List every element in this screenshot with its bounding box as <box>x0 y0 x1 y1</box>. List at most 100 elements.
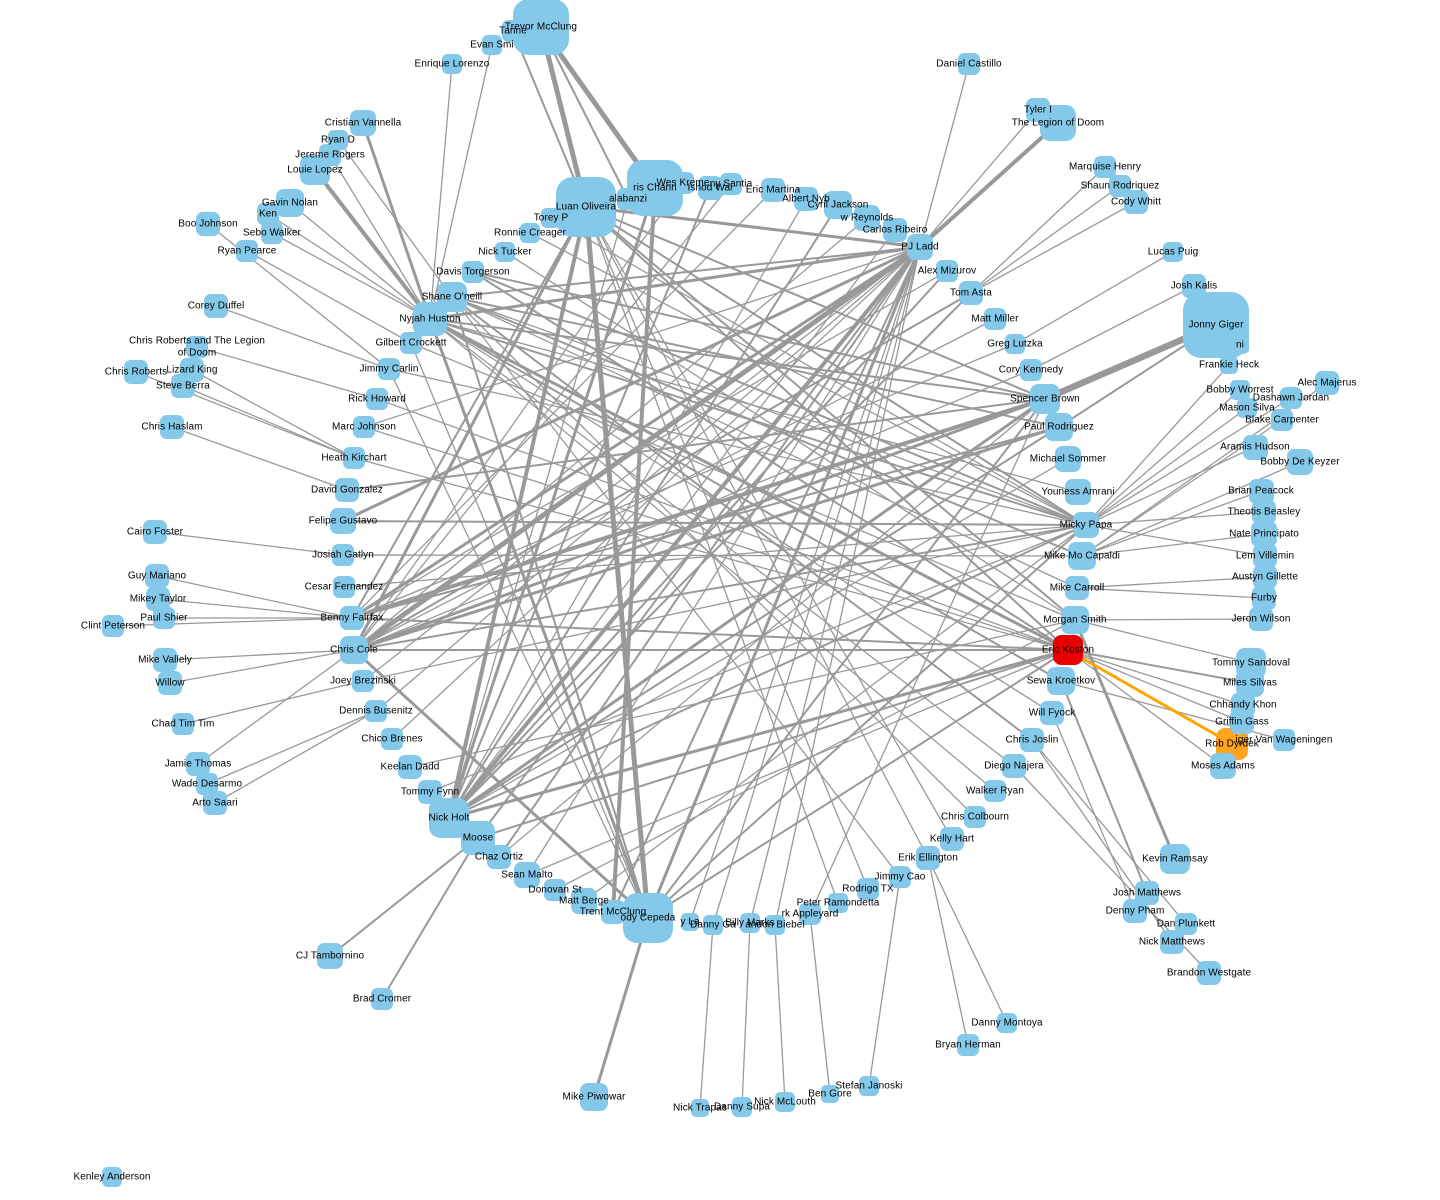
graph-node[interactable] <box>1040 701 1064 725</box>
graph-node[interactable] <box>601 900 625 924</box>
graph-node[interactable] <box>732 1097 752 1117</box>
graph-node[interactable] <box>153 607 175 629</box>
graph-node[interactable] <box>102 1167 122 1187</box>
graph-node[interactable] <box>333 576 355 598</box>
graph-node[interactable] <box>984 780 1006 802</box>
graph-node[interactable] <box>889 866 911 888</box>
graph-node[interactable] <box>1210 753 1236 779</box>
graph-node[interactable] <box>171 374 195 398</box>
graph-node[interactable] <box>145 564 169 588</box>
graph-node[interactable] <box>681 913 699 931</box>
graph-node[interactable] <box>799 903 821 925</box>
graph-node[interactable] <box>859 1076 879 1096</box>
graph-node[interactable] <box>300 155 330 185</box>
graph-node[interactable] <box>203 791 227 815</box>
graph-node[interactable] <box>1055 446 1081 472</box>
graph-node[interactable] <box>1061 606 1089 634</box>
graph-node[interactable] <box>775 1092 795 1112</box>
graph-node[interactable] <box>761 178 785 202</box>
graph-node[interactable] <box>153 648 177 672</box>
graph-node[interactable] <box>720 173 742 195</box>
graph-node[interactable] <box>1045 413 1073 441</box>
graph-node[interactable] <box>378 358 400 380</box>
graph-node[interactable] <box>1183 292 1249 358</box>
graph-node[interactable] <box>1251 521 1277 547</box>
graph-node[interactable] <box>1020 728 1044 752</box>
graph-node[interactable] <box>1242 434 1268 460</box>
graph-node[interactable] <box>580 1083 608 1111</box>
graph-node[interactable] <box>958 53 980 75</box>
graph-node[interactable] <box>340 636 368 664</box>
graph-node[interactable] <box>765 915 785 935</box>
graph-node[interactable] <box>957 1034 979 1056</box>
graph-node[interactable] <box>520 223 540 243</box>
graph-node[interactable] <box>513 0 569 55</box>
graph-node[interactable] <box>1160 930 1184 954</box>
graph-node[interactable] <box>429 798 469 838</box>
graph-node[interactable] <box>740 913 760 933</box>
graph-node[interactable] <box>1047 667 1075 695</box>
graph-node[interactable] <box>102 615 124 637</box>
graph-node[interactable] <box>627 160 683 216</box>
graph-node[interactable] <box>1030 384 1060 414</box>
graph-node[interactable] <box>1123 899 1147 923</box>
graph-node[interactable] <box>1220 356 1238 374</box>
graph-node[interactable] <box>143 520 167 544</box>
graph-node[interactable] <box>1002 754 1026 778</box>
graph-node[interactable] <box>186 336 208 358</box>
graph-node[interactable] <box>1065 576 1089 600</box>
graph-node[interactable] <box>1073 512 1099 538</box>
graph-node[interactable] <box>124 360 148 384</box>
graph-node[interactable] <box>352 670 374 692</box>
graph-node[interactable] <box>350 110 376 136</box>
graph-node[interactable] <box>335 478 359 502</box>
graph-node[interactable] <box>1248 478 1274 504</box>
graph-node[interactable] <box>1236 669 1264 697</box>
graph-node[interactable] <box>261 222 283 244</box>
graph-node[interactable] <box>1252 586 1276 610</box>
graph-node[interactable] <box>1163 242 1183 262</box>
graph-node[interactable] <box>186 752 210 776</box>
graph-node[interactable] <box>1175 913 1197 935</box>
graph-node[interactable] <box>883 218 907 242</box>
graph-node[interactable] <box>544 879 566 901</box>
graph-node[interactable] <box>1273 729 1295 751</box>
graph-node[interactable] <box>907 234 933 260</box>
graph-node[interactable] <box>276 189 304 217</box>
graph-node[interactable] <box>353 416 375 438</box>
graph-node[interactable] <box>514 862 540 888</box>
graph-node[interactable] <box>794 187 818 211</box>
graph-node[interactable] <box>1094 156 1116 178</box>
graph-node[interactable] <box>371 988 393 1010</box>
graph-node[interactable] <box>1280 387 1302 409</box>
graph-node[interactable] <box>418 780 442 804</box>
graph-node[interactable] <box>462 261 484 283</box>
graph-node[interactable] <box>936 260 958 282</box>
graph-node[interactable] <box>828 893 848 913</box>
graph-node[interactable] <box>1005 334 1025 354</box>
graph-node[interactable] <box>691 1099 709 1117</box>
graph-node[interactable] <box>916 846 940 870</box>
graph-node[interactable] <box>317 943 343 969</box>
graph-node[interactable] <box>1065 479 1091 505</box>
graph-node[interactable] <box>204 294 228 318</box>
graph-node[interactable] <box>400 332 422 354</box>
graph-node[interactable] <box>495 242 515 262</box>
graph-node[interactable] <box>940 827 964 851</box>
graph-node[interactable] <box>1230 710 1254 734</box>
graph-node[interactable] <box>1230 380 1250 400</box>
graph-node[interactable] <box>158 671 182 695</box>
graph-node[interactable] <box>1237 398 1257 418</box>
graph-node[interactable] <box>330 508 356 534</box>
graph-node[interactable] <box>821 1085 839 1103</box>
graph-node[interactable] <box>1315 371 1339 395</box>
graph-node[interactable] <box>381 728 403 750</box>
graph-node[interactable] <box>257 203 279 225</box>
graph-node[interactable] <box>366 388 388 410</box>
graph-node[interactable] <box>442 54 462 74</box>
graph-node[interactable] <box>1053 635 1083 665</box>
graph-node[interactable] <box>332 544 354 566</box>
graph-node[interactable] <box>964 806 986 828</box>
graph-node[interactable] <box>623 893 673 943</box>
graph-node[interactable] <box>196 212 220 236</box>
